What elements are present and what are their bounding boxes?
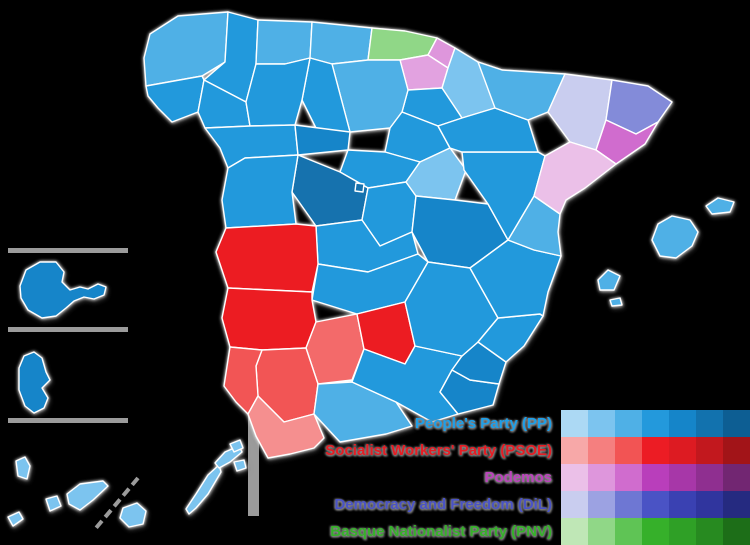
legend-entry-pp: People's Party (PP) [325, 410, 750, 437]
legend-swatch [615, 410, 642, 437]
legend-swatch [561, 491, 588, 518]
legend-label-pnv: Basque Nationalist Party (PNV) [330, 523, 552, 540]
map-regions [7, 11, 735, 528]
legend-swatch [696, 518, 723, 545]
legend-swatch [615, 437, 642, 464]
island-menorca [705, 197, 735, 215]
legend-swatch [615, 518, 642, 545]
legend-swatch [696, 491, 723, 518]
canary-province-divider-line [94, 476, 140, 530]
legend-entry-psoe: Socialist Workers' Party (PSOE) [325, 437, 750, 464]
legend-swatch [723, 518, 750, 545]
legend-entry-podemos: Podemos [325, 464, 750, 491]
legend-swatch [588, 464, 615, 491]
legend-swatch [588, 437, 615, 464]
legend-label-pp: People's Party (PP) [415, 415, 552, 432]
results-legend: People's Party (PP) Socialist Workers' P… [325, 410, 750, 545]
legend-swatch [588, 491, 615, 518]
inset-divider-bottom [8, 418, 128, 423]
inset-divider-middle [8, 327, 128, 332]
legend-swatch [723, 437, 750, 464]
province-huelva [223, 346, 263, 415]
province-burgos [331, 59, 409, 133]
island-ibiza [597, 269, 621, 291]
legend-swatch [696, 410, 723, 437]
inset-divider-top [8, 248, 128, 253]
legend-swatch [561, 437, 588, 464]
province-pontevedra [145, 75, 205, 123]
island-fuerteventura [185, 464, 222, 515]
island-la-palma [15, 456, 31, 480]
legend-shades-pp [561, 410, 750, 437]
province-cadiz [247, 395, 325, 459]
island-el-hierro [7, 511, 24, 527]
province-leon [245, 57, 311, 127]
legend-entry-dil: Democracy and Freedom (DiL) [325, 491, 750, 518]
province-asturias [255, 19, 313, 65]
legend-shades-podemos [561, 464, 750, 491]
legend-swatch [615, 491, 642, 518]
legend-entry-pnv: Basque Nationalist Party (PNV) [325, 518, 750, 545]
legend-swatch [669, 518, 696, 545]
legend-swatch [561, 410, 588, 437]
legend-swatch [669, 410, 696, 437]
legend-swatch [642, 464, 669, 491]
province-caceres [215, 223, 319, 293]
island-tenerife [66, 480, 109, 511]
island-formentera [609, 297, 623, 307]
legend-swatch [642, 518, 669, 545]
legend-swatch [642, 437, 669, 464]
legend-swatch [669, 437, 696, 464]
inset-canary-island [18, 351, 51, 414]
legend-swatch [642, 491, 669, 518]
legend-swatch [588, 518, 615, 545]
legend-swatch [561, 464, 588, 491]
island-la-gomera [45, 495, 62, 512]
inset-canary-archipelago [19, 261, 107, 319]
legend-swatch [588, 410, 615, 437]
province-tarragona [533, 141, 617, 215]
territory-melilla [233, 459, 247, 472]
province-cantabria [309, 21, 373, 65]
province-avila-exclave [354, 182, 365, 193]
province-badajoz [221, 287, 317, 351]
legend-label-psoe: Socialist Workers' Party (PSOE) [325, 442, 552, 459]
legend-swatch [696, 437, 723, 464]
legend-swatch [696, 464, 723, 491]
legend-swatch [642, 410, 669, 437]
legend-label-dil: Democracy and Freedom (DiL) [334, 496, 552, 513]
legend-swatch [669, 464, 696, 491]
territory-ceuta [229, 439, 244, 453]
legend-label-podemos: Podemos [484, 469, 552, 486]
legend-swatch [723, 410, 750, 437]
canary-inset-vertical-bar [248, 414, 259, 516]
legend-swatch [723, 491, 750, 518]
legend-shades-psoe [561, 437, 750, 464]
inset-dividers [8, 248, 259, 530]
legend-shades-dil [561, 491, 750, 518]
legend-swatch [561, 518, 588, 545]
legend-swatch [669, 491, 696, 518]
island-mallorca [651, 215, 699, 259]
legend-shades-pnv [561, 518, 750, 545]
province-zaragoza [437, 107, 539, 153]
legend-swatch [723, 464, 750, 491]
province-teruel [461, 151, 546, 241]
legend-swatch [615, 464, 642, 491]
province-salamanca [221, 154, 299, 229]
island-gran-canaria [119, 502, 147, 528]
